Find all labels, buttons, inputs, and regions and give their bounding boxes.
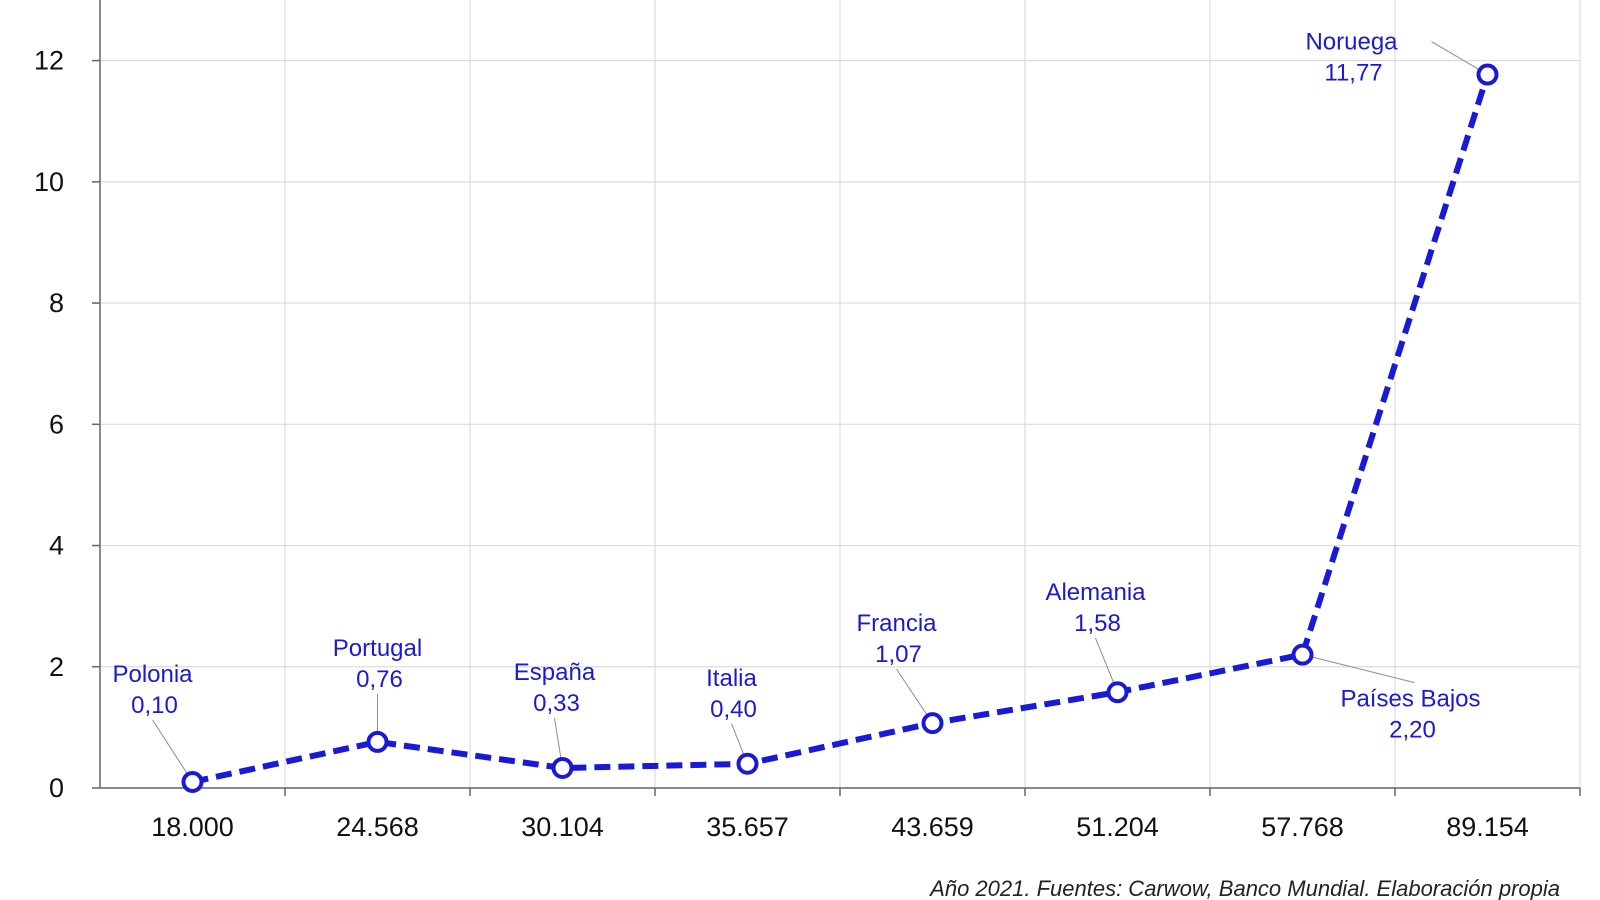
data-label-name: Noruega bbox=[1305, 29, 1398, 56]
data-point bbox=[736, 752, 759, 775]
data-label-name: Francia bbox=[856, 610, 937, 637]
data-point bbox=[551, 756, 574, 779]
data-point bbox=[1106, 681, 1129, 704]
data-label-value: 11,77 bbox=[1324, 60, 1382, 87]
y-tick-label: 10 bbox=[34, 167, 64, 197]
x-axis-ticks: 18.000 24.568 30.104 35.657 43.659 51.204 57.7… bbox=[151, 788, 1581, 842]
data-label-name: Alemania bbox=[1045, 579, 1146, 606]
data-label-value: 0,76 bbox=[356, 666, 403, 693]
data-label-value: 0,33 bbox=[533, 690, 580, 717]
data-label-value: 0,10 bbox=[131, 692, 178, 719]
y-tick-label: 2 bbox=[49, 652, 64, 682]
data-label-value: 0,40 bbox=[710, 696, 757, 723]
y-axis-ticks: 0 2 4 6 8 10 12 bbox=[34, 46, 100, 803]
data-label-name: Portugal bbox=[333, 635, 422, 662]
data-label-value: 1,58 bbox=[1074, 610, 1121, 637]
label-leader-lines bbox=[152, 41, 1488, 783]
x-tick-label: 51.204 bbox=[1076, 812, 1159, 842]
y-tick-label: 8 bbox=[49, 288, 64, 318]
x-tick-label: 24.568 bbox=[336, 812, 419, 842]
grid-lines bbox=[100, 0, 1581, 789]
data-labels: Polonia 0,10 Portugal 0,76 España 0,33 Italia 0… bbox=[112, 29, 1480, 744]
data-point bbox=[181, 770, 204, 793]
data-label-value: 2,20 bbox=[1389, 717, 1436, 744]
data-point bbox=[1476, 63, 1499, 86]
y-tick-label: 0 bbox=[49, 773, 64, 803]
data-point bbox=[1291, 643, 1314, 666]
x-tick-label: 43.659 bbox=[891, 812, 974, 842]
label-leader-line bbox=[152, 719, 193, 783]
data-label-name: Italia bbox=[706, 665, 757, 692]
data-label-name: España bbox=[514, 659, 596, 686]
data-label-name: Países Bajos bbox=[1340, 686, 1480, 713]
data-point bbox=[921, 712, 944, 735]
x-tick-label: 18.000 bbox=[151, 812, 234, 842]
y-tick-label: 12 bbox=[34, 46, 64, 76]
series-line bbox=[191, 73, 1491, 785]
x-tick-label: 30.104 bbox=[521, 812, 604, 842]
data-label-value: 1,07 bbox=[875, 641, 922, 668]
x-tick-label: 35.657 bbox=[706, 812, 789, 842]
source-note: Año 2021. Fuentes: Carwow, Banco Mundial… bbox=[928, 876, 1560, 900]
y-tick-label: 6 bbox=[49, 409, 64, 439]
x-tick-label: 57.768 bbox=[1261, 812, 1344, 842]
y-tick-label: 4 bbox=[49, 531, 64, 561]
x-tick-label: 89.154 bbox=[1446, 812, 1529, 842]
data-label-name: Polonia bbox=[112, 661, 193, 688]
data-point bbox=[366, 730, 389, 753]
label-leader-line bbox=[1302, 654, 1415, 684]
data-points bbox=[181, 63, 1499, 793]
